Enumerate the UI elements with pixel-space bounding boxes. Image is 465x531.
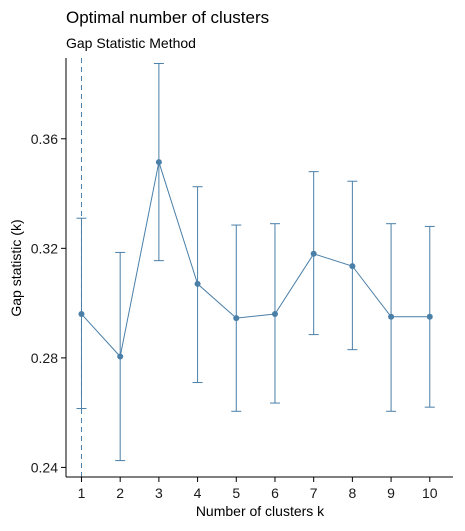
data-point-2 (117, 353, 124, 360)
chart-title: Optimal number of clusters (66, 8, 269, 27)
data-point-4 (194, 280, 201, 287)
x-tick-label-1: 1 (78, 485, 86, 501)
x-tick-label-4: 4 (194, 485, 202, 501)
x-tick-label-9: 9 (387, 485, 395, 501)
x-tick-label-8: 8 (348, 485, 356, 501)
data-point-10 (426, 313, 433, 320)
y-tick-label-1: 0.28 (31, 350, 58, 366)
x-tick-label-5: 5 (232, 485, 240, 501)
data-point-9 (388, 313, 395, 320)
y-tick-label-0: 0.24 (31, 459, 58, 475)
data-point-3 (155, 159, 162, 166)
x-axis-title: Number of clusters k (196, 503, 325, 519)
x-tick-label-7: 7 (310, 485, 318, 501)
data-point-1 (78, 311, 85, 318)
data-point-5 (233, 315, 240, 322)
y-axis-title: Gap statistic (k) (8, 219, 24, 316)
data-point-7 (310, 250, 317, 257)
y-tick-label-2: 0.32 (31, 240, 58, 256)
plot-area (76, 58, 435, 477)
x-tick-label-6: 6 (271, 485, 279, 501)
x-tick-label-3: 3 (155, 485, 163, 501)
axis-ticks: 0.24 0.28 0.32 0.36 1 2 3 4 5 6 7 8 9 10 (31, 131, 438, 501)
x-tick-label-10: 10 (422, 485, 438, 501)
x-tick-label-2: 2 (116, 485, 124, 501)
y-tick-label-3: 0.36 (31, 131, 58, 147)
data-point-6 (271, 311, 278, 318)
series-line (81, 161, 430, 358)
data-point-8 (349, 263, 356, 270)
chart-subtitle: Gap Statistic Method (66, 35, 196, 51)
